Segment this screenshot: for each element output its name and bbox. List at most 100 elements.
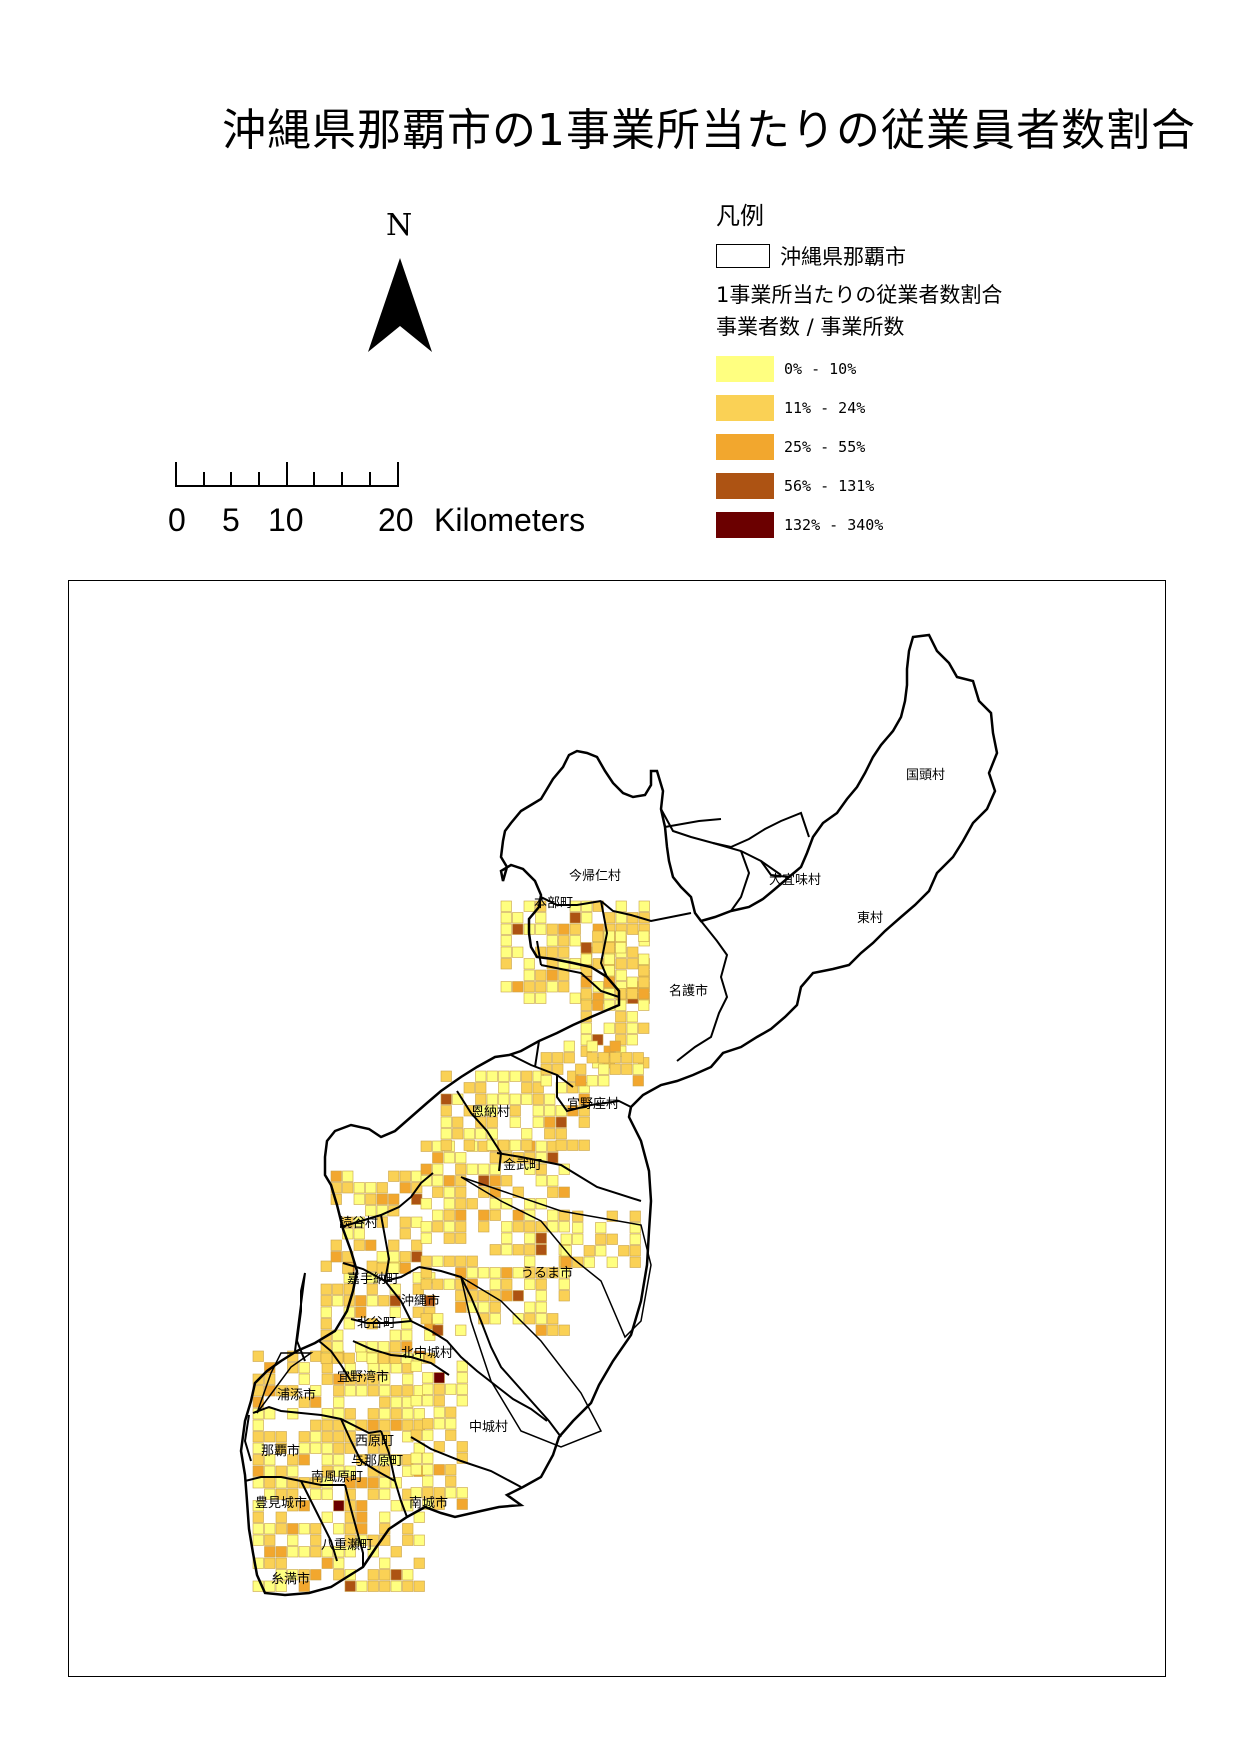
grid-cell [344,1408,356,1420]
grid-cell [376,1182,388,1194]
grid-cell [401,1329,413,1341]
grid-cell [535,1278,547,1290]
grid-cell [321,1362,333,1374]
grid-cell [275,1580,287,1592]
grid-cell [344,1523,356,1535]
grid-cell [287,1477,299,1489]
grid-cell [422,1418,434,1430]
grid-cell [411,1239,423,1251]
grid-cell [523,992,535,1004]
grid-cell [298,1362,310,1374]
grid-cell [466,1255,478,1267]
grid-cell [512,912,524,924]
legend-class-item: 56% - 131% [716,466,1136,505]
grid-cell [455,1221,467,1233]
legend-class-item: 25% - 55% [716,427,1136,466]
grid-cell [275,1557,287,1569]
grid-cell [632,1052,644,1064]
grid-cell [443,1278,455,1290]
grid-cell [626,1011,638,1023]
grid-cell [567,1139,579,1151]
grid-cell [456,1487,468,1499]
grid-cell [498,1070,510,1082]
map-frame: 国頭村 大宜味村 東村 今帰仁村 本部町 名護市 恩納村 宜野座村 金武町 読谷… [68,580,1166,1677]
grid-cell [609,1063,621,1075]
grid-cell [333,1396,345,1408]
grid-cell [298,1569,310,1581]
grid-cell [310,1385,322,1397]
place-label: 北中城村 [401,1346,453,1361]
grid-cell [367,1373,379,1385]
grid-cell [252,1442,264,1454]
grid-cell [558,923,570,935]
grid-cell [333,1442,345,1454]
place-label: 大宜味村 [769,873,821,888]
grid-cell [287,1362,299,1374]
grid-cell [466,1163,478,1175]
grid-cell [353,1182,365,1194]
grid-cell [489,1278,501,1290]
grid-cell [310,1534,322,1546]
grid-cell [252,1500,264,1512]
grid-cell [420,1163,432,1175]
place-label: 宜野湾市 [337,1369,389,1385]
grid-cell [478,1301,490,1313]
grid-cell [583,1245,595,1257]
grid-cell [422,1498,434,1510]
grid-cell [252,1431,264,1443]
grid-cell [523,969,535,981]
grid-cell [333,1454,345,1466]
grid-cell [422,1452,434,1464]
grid-cell [523,958,535,970]
grid-cell [598,1063,610,1075]
place-label: 名護市 [669,983,708,999]
grid-cell [432,1152,444,1164]
grid-cell [366,1260,378,1272]
grid-cell [264,1546,276,1558]
grid-cell [629,1210,641,1222]
grid-cell [344,1385,356,1397]
grid-cell [580,1034,592,1046]
grid-cell [478,1267,490,1279]
grid-cell [498,1082,510,1094]
grid-cell [586,1040,598,1052]
grid-cell [578,1105,590,1117]
grid-cell [432,1255,444,1267]
grid-cell [524,1301,536,1313]
grid-cell [275,1431,287,1443]
grid-cell [455,1301,467,1313]
grid-cell [344,1580,356,1592]
grid-cell [524,1278,536,1290]
grid-cell [402,1523,414,1535]
grid-cell [500,912,512,924]
grid-cell [433,1487,445,1499]
grid-cell [445,1406,457,1418]
grid-cell [445,1464,457,1476]
grid-cell [455,1163,467,1175]
grid-cell [321,1408,333,1420]
grid-cell [546,923,558,935]
grid-cell [298,1523,310,1535]
legend-layer-title: 1事業所当たりの従業者数割合 [716,283,1003,307]
grid-cell [443,1186,455,1198]
grid-cell [567,1082,579,1094]
grid-cell [532,1082,544,1094]
grid-cell [440,1093,452,1105]
grid-cell [432,1313,444,1325]
grid-cell [540,1052,552,1064]
grid-cell [629,1256,641,1268]
grid-cell [410,1360,422,1372]
grid-cell [432,1175,444,1187]
place-label: 与那原町 [351,1454,403,1469]
grid-cell [638,930,650,942]
grid-cell [420,1232,432,1244]
grid-cell [489,1175,501,1187]
grid-cell [455,1198,467,1210]
grid-cell [388,1262,400,1274]
grid-cell [342,1182,354,1194]
grid-cell [603,1022,615,1034]
grid-cell [388,1170,400,1182]
grid-cell [478,1175,490,1187]
grid-cell [443,1255,455,1267]
grid-cell [422,1372,434,1384]
